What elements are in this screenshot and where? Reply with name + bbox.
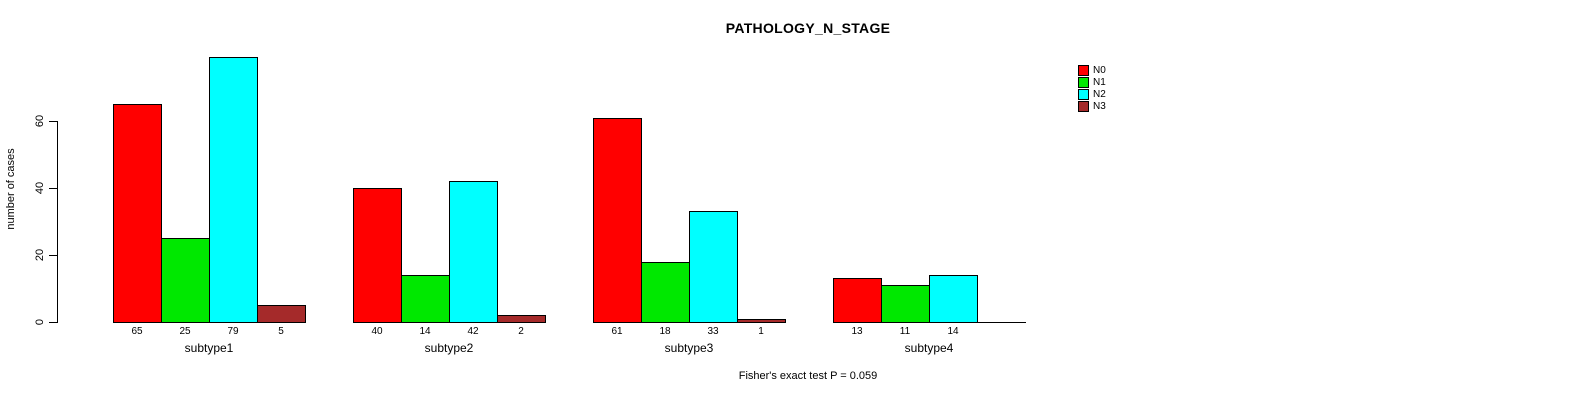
legend-item-N3: N3: [1078, 101, 1106, 112]
x-category-label: subtype2: [424, 341, 474, 355]
bar-value-label: 14: [419, 326, 431, 337]
bar-subtype2-N1: [401, 275, 450, 323]
bar-subtype3-N3: [737, 319, 786, 323]
bar-subtype1-N3: [257, 305, 306, 323]
bar-value-label: 40: [371, 326, 383, 337]
annotation-text: Fisher's exact test P = 0.059: [738, 370, 878, 382]
legend-label: N0: [1093, 65, 1106, 76]
y-tick: [49, 188, 57, 189]
legend-item-N1: N1: [1078, 77, 1106, 88]
x-category-label: subtype3: [664, 341, 714, 355]
legend: N0 N1 N2 N3: [1078, 65, 1106, 112]
x-category-label: subtype1: [184, 341, 234, 355]
bar-value-label: 42: [467, 326, 479, 337]
x-category-label: subtype4: [904, 341, 954, 355]
bar-value-label: 65: [131, 326, 143, 337]
y-tick-label: 40: [34, 181, 46, 195]
bar-value-label: 18: [659, 326, 671, 337]
y-axis-label: number of cases: [5, 148, 17, 230]
bar-value-label: 11: [899, 326, 911, 337]
bar-value-label: 2: [518, 326, 524, 337]
y-axis-line: [57, 121, 58, 323]
legend-label: N2: [1093, 89, 1106, 100]
bar-subtype1-N0: [113, 104, 162, 323]
y-tick-label: 60: [34, 114, 46, 128]
bar-value-label: 14: [947, 326, 959, 337]
bar-subtype2-N3: [497, 315, 546, 323]
legend-swatch-N0: [1078, 65, 1089, 76]
bar-subtype1-N1: [161, 238, 210, 323]
y-tick: [49, 322, 57, 323]
legend-label: N1: [1093, 77, 1106, 88]
bar-subtype3-N0: [593, 118, 642, 323]
legend-swatch-N1: [1078, 77, 1089, 88]
legend-label: N3: [1093, 101, 1106, 112]
legend-swatch-N2: [1078, 89, 1089, 100]
bar-subtype2-N2: [449, 181, 498, 323]
bar-value-label: 33: [707, 326, 719, 337]
bar-subtype4-N1: [881, 285, 930, 323]
bar-value-label: 61: [611, 326, 623, 337]
legend-item-N0: N0: [1078, 65, 1106, 76]
bar-value-label: 25: [179, 326, 191, 337]
bar-subtype4-N2: [929, 275, 978, 323]
y-tick-label: 0: [34, 318, 46, 326]
y-tick: [49, 255, 57, 256]
bar-value-label: 13: [851, 326, 863, 337]
y-tick: [49, 121, 57, 122]
bar-value-label: 5: [278, 326, 284, 337]
legend-swatch-N3: [1078, 101, 1089, 112]
bar-subtype3-N2: [689, 211, 738, 323]
bar-value-label: 79: [227, 326, 239, 337]
y-tick-label: 20: [34, 248, 46, 262]
bar-subtype2-N0: [353, 188, 402, 323]
bar-subtype4-N0: [833, 278, 882, 323]
legend-item-N2: N2: [1078, 89, 1106, 100]
chart-title: PATHOLOGY_N_STAGE: [725, 20, 891, 36]
bar-value-label: 1: [758, 326, 764, 337]
bar-subtype3-N1: [641, 262, 690, 323]
bar-subtype1-N2: [209, 57, 258, 323]
